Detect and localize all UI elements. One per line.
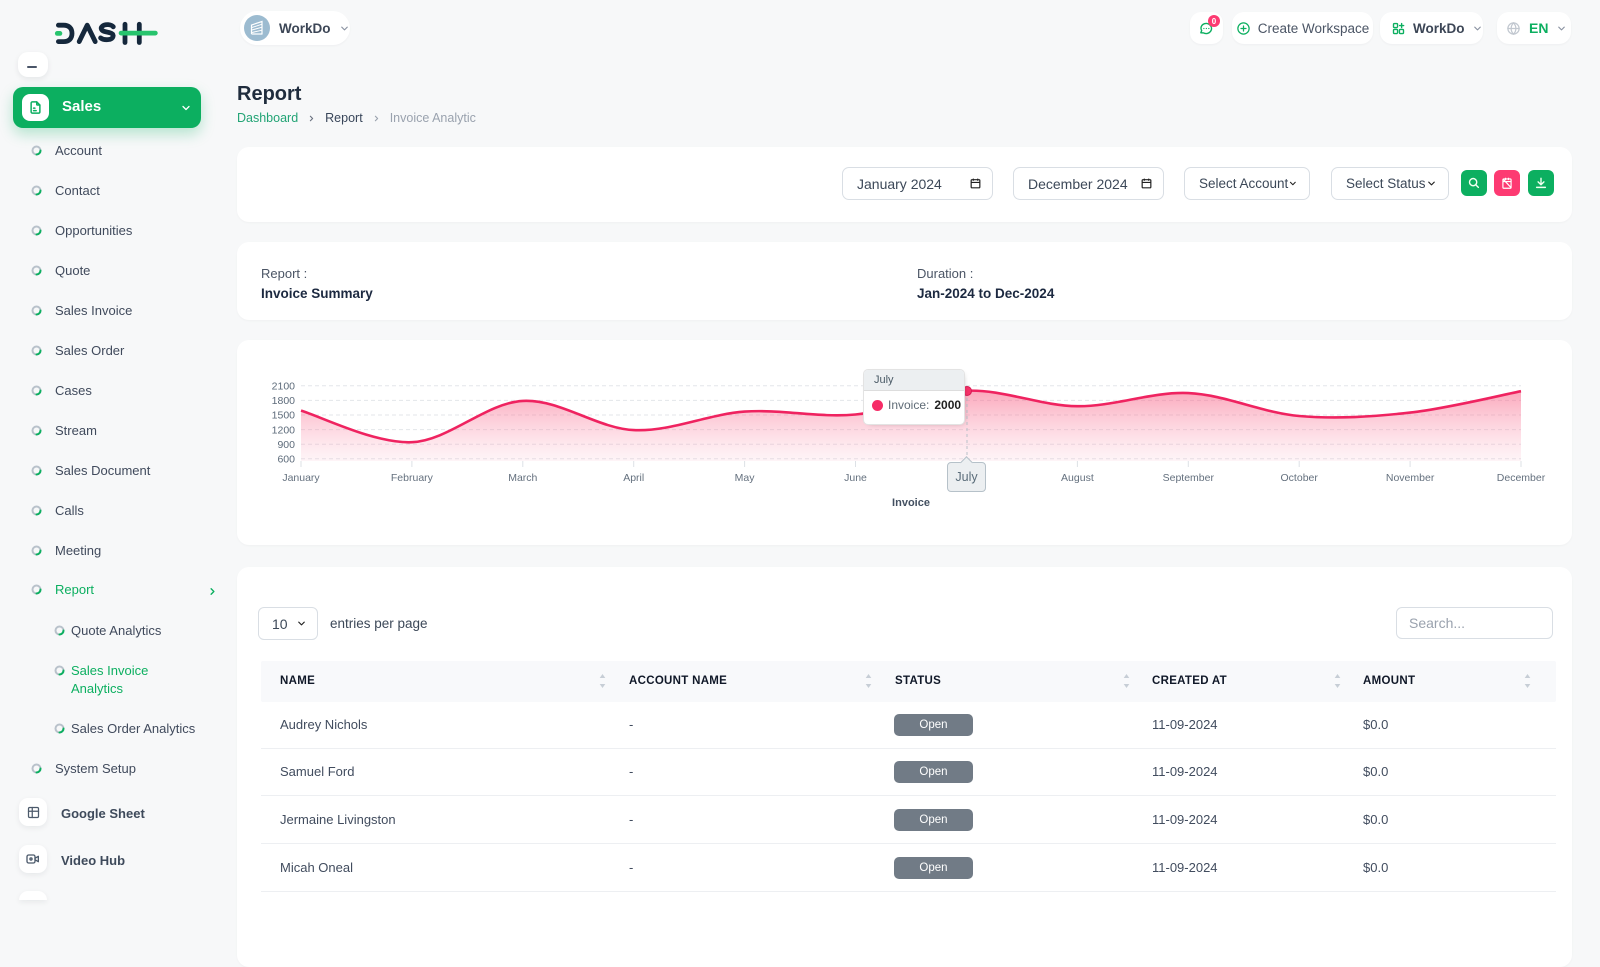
svg-text:January: January: [282, 472, 320, 484]
svg-text:March: March: [508, 472, 537, 484]
svg-text:September: September: [1163, 472, 1215, 484]
svg-text:1800: 1800: [272, 395, 296, 407]
svg-text:1500: 1500: [272, 410, 296, 422]
svg-text:August: August: [1061, 472, 1094, 484]
svg-text:February: February: [391, 472, 434, 484]
svg-text:May: May: [735, 472, 756, 484]
svg-text:November: November: [1386, 472, 1435, 484]
svg-text:600: 600: [277, 454, 295, 466]
svg-text:April: April: [623, 472, 644, 484]
svg-text:December: December: [1497, 472, 1546, 484]
svg-text:900: 900: [277, 439, 295, 451]
svg-text:June: June: [844, 472, 867, 484]
svg-text:October: October: [1281, 472, 1319, 484]
svg-text:1200: 1200: [272, 424, 296, 436]
svg-text:Invoice: Invoice: [892, 497, 930, 509]
svg-text:2100: 2100: [272, 381, 296, 393]
